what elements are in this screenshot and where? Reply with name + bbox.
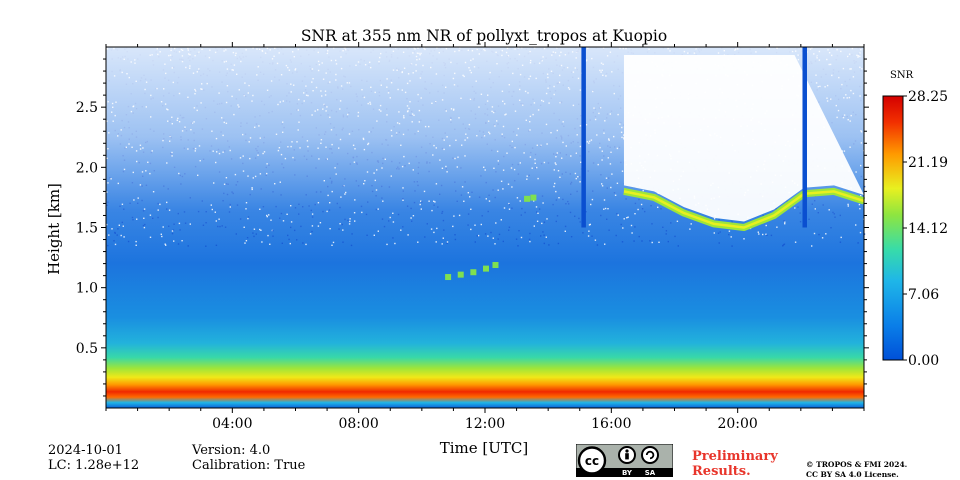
colorbar: SNR 0.00 7.06 14.12 21.19 28.25 <box>882 70 948 369</box>
plot-area <box>105 46 866 409</box>
y-axis-label: Height [km] <box>45 183 63 275</box>
sparse-cloud-mark <box>483 265 489 272</box>
date-label: 2024-10-01 <box>48 443 123 458</box>
preliminary-notice: Preliminary Results. <box>692 449 778 479</box>
colorbar-gradient <box>882 95 904 361</box>
sparse-cloud-mark <box>530 194 537 201</box>
cc-by-sa-license-icon: cc BY SA <box>576 444 673 477</box>
y-axis: 0.5 1.0 1.5 2.0 2.5 <box>76 58 869 397</box>
signal-dropout-column <box>802 47 807 228</box>
colorbar-label: SNR <box>890 70 914 81</box>
colorbar-ticks: 0.00 7.06 14.12 21.19 28.25 <box>903 89 948 369</box>
lidar-constant-label: LC: 1.28e+12 <box>48 458 140 473</box>
license-by-text: BY <box>622 469 633 477</box>
svg-text:cc: cc <box>585 454 599 468</box>
atmospheric-features <box>445 47 866 281</box>
colorbar-tick-label: 21.19 <box>908 155 948 171</box>
sparse-cloud-mark <box>445 274 452 281</box>
x-tick-label: 04:00 <box>212 416 252 432</box>
version-label: Version: 4.0 <box>192 443 271 458</box>
y-tick-label: 1.5 <box>76 221 98 237</box>
x-tick-label: 12:00 <box>465 416 505 432</box>
cloud-layer-core <box>622 190 865 229</box>
sparse-cloud-mark <box>524 195 531 202</box>
colorbar-tick-label: 7.06 <box>908 287 939 303</box>
y-tick-label: 1.0 <box>76 281 98 297</box>
noise-speck <box>863 185 866 188</box>
colorbar-tick-label: 28.25 <box>908 89 948 105</box>
preliminary-line-2: Results. <box>692 464 751 479</box>
y-tick-label: 2.0 <box>76 160 98 176</box>
calibration-label: Calibration: True <box>192 458 306 473</box>
sparse-cloud-mark <box>492 262 499 269</box>
x-tick-label: 20:00 <box>717 416 757 432</box>
sparse-cloud-mark <box>470 269 477 276</box>
copyright-line-1: © TROPOS & FMI 2024. <box>806 460 908 469</box>
y-tick-label: 0.5 <box>76 341 98 357</box>
copyright-notice: © TROPOS & FMI 2024. CC BY SA 4.0 Licens… <box>806 460 907 480</box>
y-tick-label: 2.5 <box>76 100 98 116</box>
license-sa-text: SA <box>645 469 656 477</box>
chart-title: SNR at 355 nm NR of pollyxt_tropos at Ku… <box>301 27 667 45</box>
colorbar-tick-label: 0.00 <box>908 353 939 369</box>
x-axis-label: Time [UTC] <box>440 439 529 457</box>
x-axis: 04:00 08:00 12:00 16:00 20:00 <box>105 42 865 432</box>
x-tick-label: 08:00 <box>338 416 378 432</box>
colorbar-tick-label: 14.12 <box>908 221 948 237</box>
copyright-line-2: CC BY SA 4.0 License. <box>806 470 899 479</box>
preliminary-line-1: Preliminary <box>692 449 778 464</box>
sparse-cloud-mark <box>457 271 464 278</box>
signal-dropout-column <box>581 47 586 228</box>
x-tick-label: 16:00 <box>591 416 631 432</box>
